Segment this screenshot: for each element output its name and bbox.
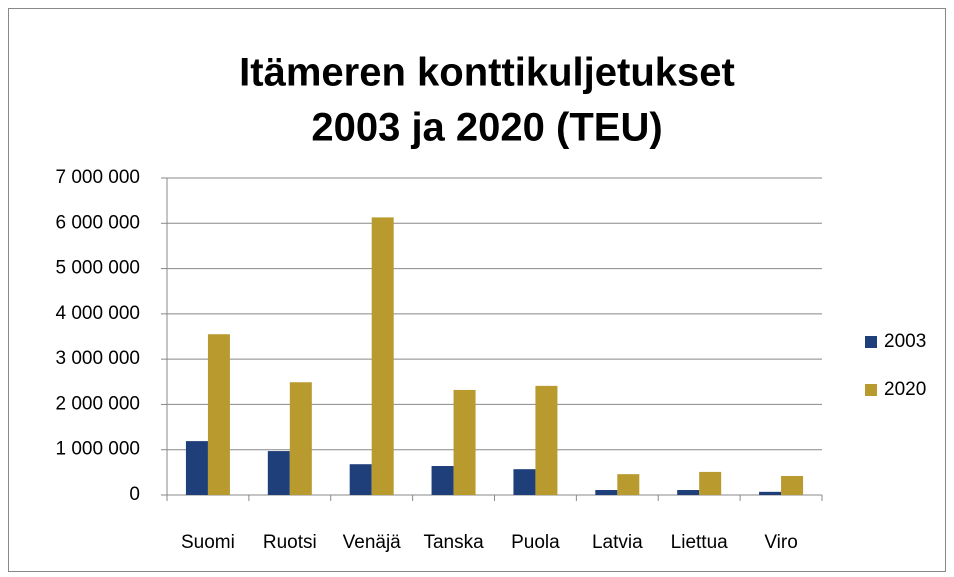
- y-tick-label: 0: [129, 484, 140, 505]
- bar: [289, 382, 312, 495]
- x-tick-label: Suomi: [181, 532, 235, 553]
- bar: [371, 217, 394, 496]
- y-tick-label: 7 000 000: [55, 167, 140, 188]
- x-tick-label: Viro: [764, 532, 797, 553]
- chart-title: 2003 ja 2020 (TEU): [311, 106, 662, 150]
- chart-title: Itämeren konttikuljetukset: [239, 51, 735, 95]
- bar: [781, 475, 804, 495]
- x-tick-label: Ruotsi: [263, 532, 317, 553]
- bar: [617, 474, 640, 495]
- bar: [207, 334, 230, 495]
- bar: [699, 471, 722, 495]
- y-tick-label: 6 000 000: [55, 212, 140, 233]
- bar: [759, 491, 782, 495]
- bar: [349, 464, 372, 495]
- legend-label: 2003: [884, 331, 926, 352]
- legend-swatch: [865, 336, 877, 348]
- y-tick-label: 5 000 000: [55, 258, 140, 279]
- y-tick-label: 4 000 000: [55, 303, 140, 324]
- x-tick-label: Venäjä: [343, 532, 402, 553]
- y-tick-label: 1 000 000: [55, 439, 140, 460]
- bar: [267, 451, 290, 495]
- y-tick-label: 2 000 000: [55, 393, 140, 414]
- bar: [185, 441, 208, 495]
- x-tick-label: Liettua: [671, 532, 728, 553]
- x-tick-label: Tanska: [423, 532, 484, 553]
- bar: [431, 466, 454, 495]
- bar: [535, 385, 558, 495]
- y-tick-label: 3 000 000: [55, 348, 140, 369]
- legend-label: 2020: [884, 379, 926, 400]
- bar: [677, 490, 700, 495]
- x-tick-label: Latvia: [592, 532, 643, 553]
- bar: [453, 389, 476, 495]
- x-tick-label: Puola: [511, 532, 560, 553]
- bar: [513, 469, 536, 495]
- legend-swatch: [865, 384, 877, 396]
- bar: [595, 490, 618, 495]
